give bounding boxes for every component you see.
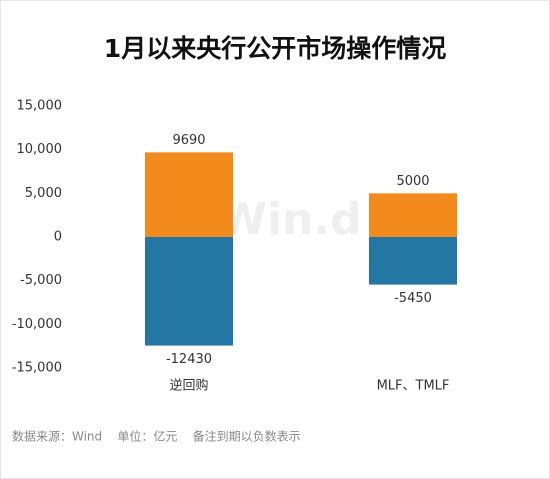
value-label: 9690 xyxy=(172,133,205,148)
bar xyxy=(145,237,233,346)
y-tick-label: -5,000 xyxy=(20,273,62,288)
bar xyxy=(369,237,457,285)
bar xyxy=(369,193,457,237)
y-tick-label: 5,000 xyxy=(25,186,62,201)
watermark: Win.d xyxy=(218,194,361,245)
value-label: -12430 xyxy=(166,352,212,367)
chart-title: 1月以来央行公开市场操作情况 xyxy=(104,34,446,63)
y-tick-label: -10,000 xyxy=(12,317,62,332)
x-tick-label: MLF、TMLF xyxy=(377,379,450,394)
y-tick-label: 15,000 xyxy=(17,99,63,114)
y-tick-label: 0 xyxy=(54,230,62,245)
x-tick-label: 逆回购 xyxy=(169,378,208,394)
bar xyxy=(145,152,233,237)
footnote: 数据来源：Wind 单位：亿元 备注到期以负数表示 xyxy=(12,429,301,444)
y-tick-label: -15,000 xyxy=(12,361,62,376)
y-tick-label: 10,000 xyxy=(17,142,63,157)
value-label: 5000 xyxy=(396,174,429,189)
value-label: -5450 xyxy=(394,291,432,306)
